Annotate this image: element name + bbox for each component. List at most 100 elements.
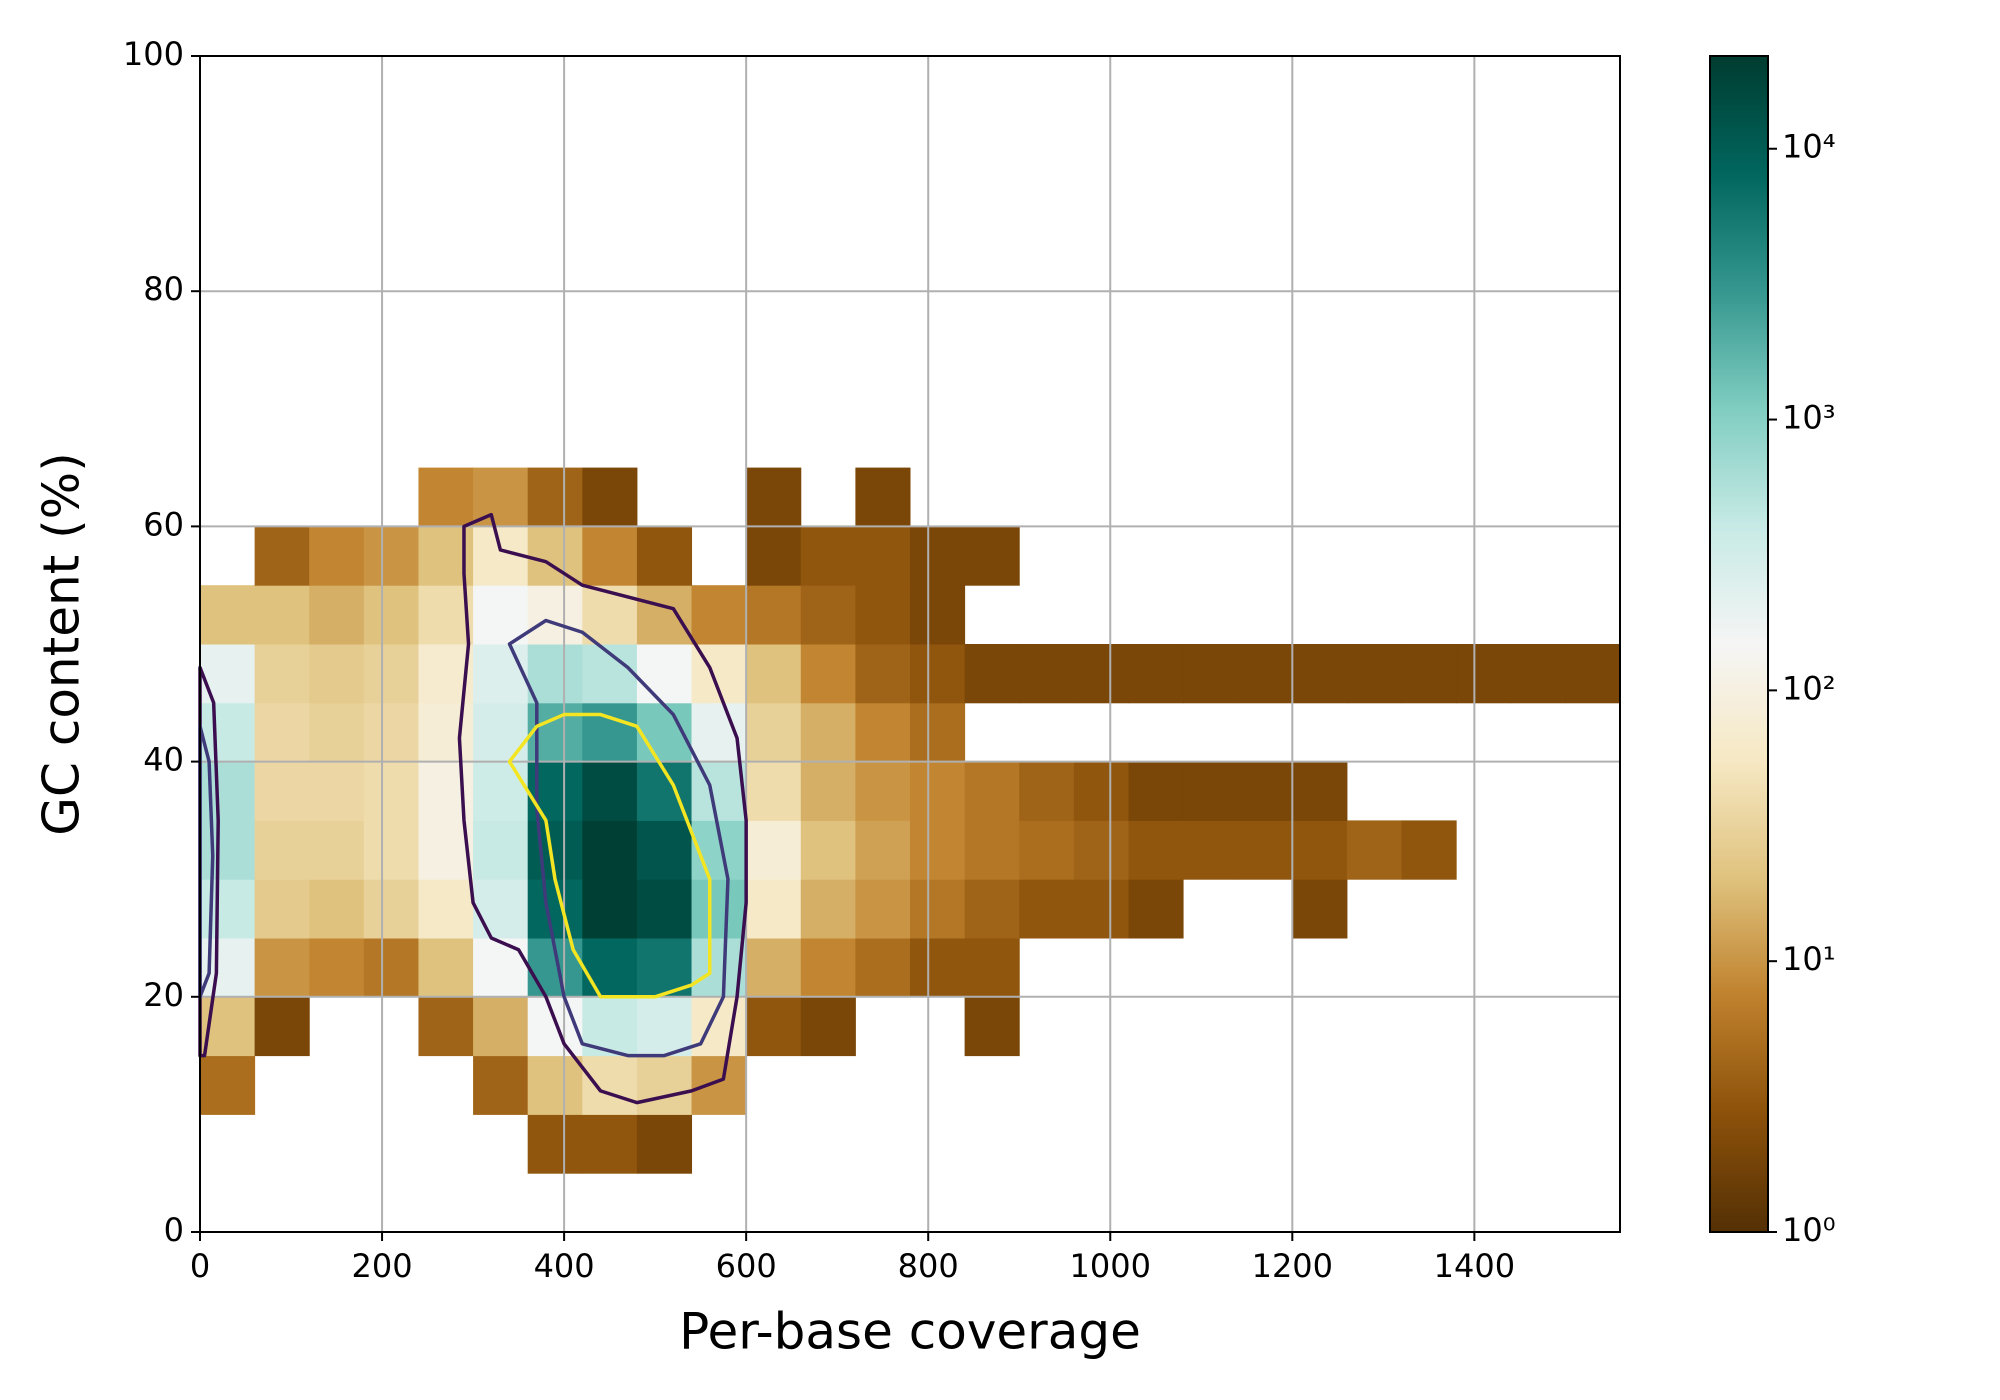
heat-cell	[1292, 644, 1348, 704]
heatmap	[200, 467, 1621, 1174]
heat-cell	[636, 644, 693, 704]
heat-cell	[746, 467, 802, 527]
heat-cell	[254, 761, 310, 821]
heat-cell	[527, 526, 583, 586]
x-tick-label: 1400	[1434, 1247, 1515, 1285]
heat-cell	[473, 761, 529, 821]
heat-cell	[363, 820, 419, 880]
heat-cell	[254, 526, 310, 586]
heat-cell	[254, 996, 310, 1057]
heat-cell	[418, 996, 474, 1057]
x-tick-label: 1000	[1070, 1247, 1151, 1285]
heat-cell	[800, 996, 856, 1057]
x-tick-label: 1200	[1252, 1247, 1333, 1285]
heat-cell	[1237, 820, 1293, 880]
heat-cell	[363, 585, 419, 645]
heat-cell	[363, 702, 419, 763]
heat-cell	[800, 702, 856, 763]
heat-cell	[200, 879, 256, 939]
heat-cell	[964, 879, 1020, 939]
heat-cell	[964, 820, 1020, 880]
heat-cell	[1456, 644, 1512, 704]
x-tick-label: 200	[352, 1247, 413, 1285]
heat-cell	[363, 761, 419, 821]
heat-cell	[200, 1055, 256, 1115]
x-tick-label: 0	[190, 1247, 210, 1285]
contour-line	[507, 712, 712, 999]
heat-cell	[800, 526, 856, 586]
heat-cell	[800, 879, 856, 939]
colorbar-tick-label: 10⁰	[1782, 1211, 1836, 1249]
colorbar-tick-label: 10²	[1782, 669, 1836, 707]
heat-cell	[582, 761, 638, 821]
heat-cell	[1183, 820, 1239, 880]
heat-cell	[855, 644, 911, 704]
heat-cell	[254, 820, 310, 880]
heat-cell	[964, 938, 1020, 998]
heat-cell	[855, 761, 911, 821]
heat-cell	[691, 585, 747, 645]
heat-cell	[855, 879, 911, 939]
heat-cell	[418, 879, 474, 939]
heat-cell	[582, 1055, 638, 1115]
heat-cell	[691, 761, 747, 821]
colorbar-tick-label: 10³	[1782, 399, 1836, 437]
heat-cell	[910, 938, 966, 998]
heat-cell	[254, 585, 310, 645]
heat-cell	[964, 761, 1020, 821]
heat-cell	[582, 938, 638, 998]
heat-cell	[636, 1055, 693, 1115]
heat-cell	[1401, 820, 1457, 880]
heat-cell	[473, 820, 529, 880]
heat-cell	[910, 879, 966, 939]
heat-cell	[1346, 820, 1403, 880]
heat-cell	[527, 1055, 583, 1115]
heat-cell	[418, 761, 474, 821]
heat-cell	[1128, 644, 1184, 704]
y-tick-label: 60	[143, 505, 184, 543]
y-tick-label: 100	[123, 35, 184, 73]
heat-cell	[855, 585, 911, 645]
heat-cell	[636, 1114, 693, 1174]
heat-cell	[473, 879, 529, 939]
heat-cell	[473, 585, 529, 645]
heat-cell	[1183, 761, 1239, 821]
heat-cell	[473, 938, 529, 998]
heat-cell	[200, 644, 256, 704]
heat-cell	[800, 938, 856, 998]
heat-cell	[746, 820, 802, 880]
heat-cell	[746, 585, 802, 645]
heat-cell	[691, 879, 747, 939]
x-axis-title: Per-base coverage	[679, 1303, 1141, 1361]
heat-cell	[910, 526, 966, 586]
heat-cell	[910, 585, 966, 645]
heat-cell	[527, 585, 583, 645]
heat-cell	[1019, 879, 1075, 939]
contour-line	[457, 512, 748, 1105]
heat-cell	[1019, 644, 1075, 704]
heat-cell	[527, 1114, 583, 1174]
heat-cell	[1073, 820, 1129, 880]
heat-cell	[1292, 820, 1348, 880]
heat-cell	[309, 526, 365, 586]
heat-cell	[1565, 644, 1621, 704]
heat-cell	[363, 644, 419, 704]
heat-cell	[200, 702, 256, 763]
y-tick-label: 40	[143, 741, 184, 779]
heat-cell	[582, 820, 638, 880]
heat-cell	[1401, 644, 1457, 704]
colorbar-tick-label: 10¹	[1782, 940, 1836, 978]
heat-cell	[636, 526, 693, 586]
heat-cell	[964, 996, 1020, 1057]
heat-cell	[1128, 879, 1184, 939]
heat-cell	[309, 879, 365, 939]
heat-cell	[746, 702, 802, 763]
heat-cell	[1292, 761, 1348, 821]
heat-cell	[473, 996, 529, 1057]
heat-cell	[363, 938, 419, 998]
heat-cell	[964, 526, 1020, 586]
heat-cell	[636, 585, 693, 645]
x-tick-label: 800	[898, 1247, 959, 1285]
heat-cell	[746, 761, 802, 821]
